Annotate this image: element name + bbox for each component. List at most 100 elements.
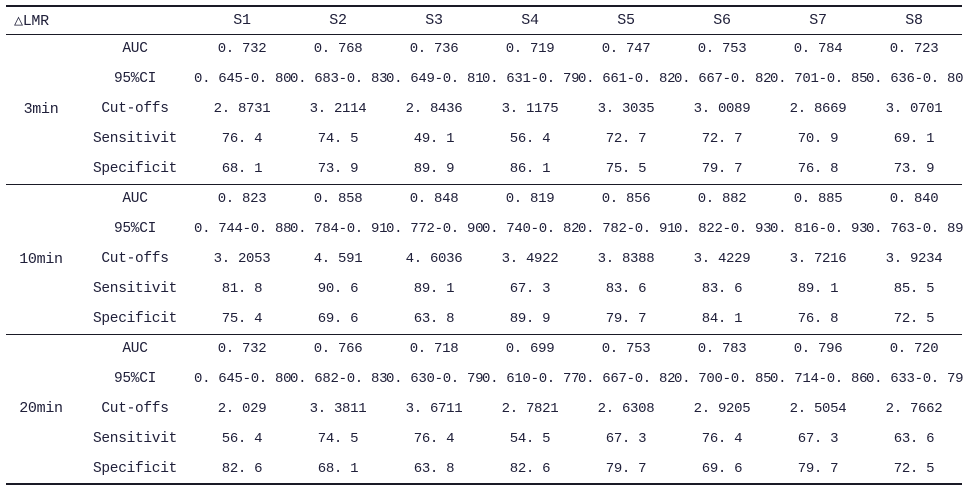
cell-10min-sensitivit-s8: 85. 5 [893, 281, 935, 297]
table-row: 3min AUC 0. 732 0. 768 0. 736 0. 719 0. 747 0. … [6, 34, 962, 117]
cell-10min-sensitivit-s4: 67. 3 [509, 281, 551, 297]
table-row: 10min AUC 0. 823 0. 858 0. 848 0. 819 0. 856 0.… [6, 184, 962, 267]
table-row: 95%CI 0. 645-0. 80 0. 683-0. 83 0. 649-0. 8… [6, 64, 964, 94]
cell-10min-auc-s4: 0. 819 [505, 191, 555, 208]
cell-3min-95ci-s8: 0. 636-0. 80 [866, 71, 964, 87]
metric-label-specificit: Specificit [92, 310, 177, 327]
cell-20min-sensitivit-s2: 74. 5 [317, 431, 359, 447]
table-row: 95%CI 0. 645-0. 80 0. 682-0. 83 0. 630-0. 7… [6, 364, 964, 394]
cell-10min-auc-s5: 0. 856 [601, 191, 651, 208]
cell-3min-specificit-s3: 89. 9 [413, 160, 455, 177]
cell-20min-auc-s8: 0. 720 [889, 341, 939, 358]
cell-10min-95ci-s5: 0. 782-0. 91 [578, 221, 676, 237]
cell-10min-95ci-s4: 0. 740-0. 82 [482, 221, 580, 237]
metric-label-cutoffs: Cut-offs [101, 101, 169, 117]
cell-3min-specificit-s2: 73. 9 [317, 160, 359, 177]
cell-20min-auc-s5: 0. 753 [601, 341, 651, 358]
cell-10min-95ci-s6: 0. 822-0. 93 [674, 221, 772, 237]
cell-10min-auc-s2: 0. 858 [313, 191, 363, 208]
cell-20min-cutoffs-s4: 2. 7821 [501, 401, 559, 417]
metric-label-sensitivit: Sensitivit [92, 281, 177, 297]
metric-label-auc: AUC [122, 341, 148, 358]
cell-20min-sensitivit-s6: 76. 4 [701, 431, 743, 447]
cell-3min-auc-s6: 0. 753 [697, 41, 747, 58]
metric-label-cutoffs: Cut-offs [101, 401, 169, 417]
cell-20min-sensitivit-s7: 67. 3 [797, 431, 839, 447]
cell-20min-auc-s7: 0. 796 [793, 341, 843, 358]
cell-3min-cutoffs-s8: 3. 0701 [885, 101, 943, 117]
cell-20min-cutoffs-s3: 3. 6711 [405, 401, 463, 417]
cell-20min-cutoffs-s6: 2. 9205 [693, 401, 751, 417]
group-label-3min: 3min [23, 100, 59, 118]
cell-3min-95ci-s2: 0. 683-0. 83 [290, 71, 388, 87]
group-label-10min: 10min [19, 250, 63, 268]
results-table: △LMR S1 S2 S3 S4 S5 S6 S7 S8 3min AUC 0. 7… [6, 5, 964, 485]
cell-10min-95ci-s7: 0. 816-0. 93 [770, 221, 868, 237]
cell-3min-95ci-s6: 0. 667-0. 82 [674, 71, 772, 87]
cell-3min-cutoffs-s7: 2. 8669 [789, 101, 847, 117]
cell-3min-auc-s8: 0. 723 [889, 41, 939, 58]
cell-10min-95ci-s1: 0. 744-0. 88 [194, 221, 292, 237]
cell-3min-95ci-s1: 0. 645-0. 80 [194, 71, 292, 87]
cell-20min-auc-s1: 0. 732 [217, 341, 267, 358]
cell-20min-95ci-s4: 0. 610-0. 77 [482, 371, 580, 387]
cell-3min-sensitivit-s4: 56. 4 [509, 131, 551, 147]
col-header-s5: S5 [617, 11, 635, 29]
cell-20min-specificit-s4: 82. 6 [509, 460, 551, 477]
col-header-s4: S4 [521, 11, 539, 29]
cell-10min-specificit-s7: 76. 8 [797, 310, 839, 327]
cell-20min-cutoffs-s1: 2. 029 [217, 401, 267, 417]
metric-label-95ci: 95%CI [113, 371, 156, 387]
cell-10min-specificit-s5: 79. 7 [605, 310, 647, 327]
corner-label-delta-lmr: △LMR [14, 12, 49, 30]
cell-10min-sensitivit-s3: 89. 1 [413, 281, 455, 297]
cell-20min-sensitivit-s4: 54. 5 [509, 431, 551, 447]
table-row: 20min AUC 0. 732 0. 766 0. 718 0. 699 0. 753 0.… [6, 334, 962, 417]
cell-3min-cutoffs-s6: 3. 0089 [693, 101, 751, 117]
cell-3min-specificit-s8: 73. 9 [893, 160, 935, 177]
table-row: Specificit 82. 6 68. 1 63. 8 82. 6 79. 7 69. 6… [6, 454, 962, 484]
cell-10min-sensitivit-s5: 83. 6 [605, 281, 647, 297]
cell-10min-sensitivit-s1: 81. 8 [221, 281, 263, 297]
cell-10min-95ci-s2: 0. 784-0. 91 [290, 221, 388, 237]
cell-10min-specificit-s8: 72. 5 [893, 310, 935, 327]
cell-3min-auc-s7: 0. 784 [793, 41, 843, 58]
table-row: Sensitivit 56. 4 74. 5 76. 4 54. 5 67. 3 76. 4… [6, 424, 962, 454]
cell-3min-cutoffs-s3: 2. 8436 [405, 101, 463, 117]
cell-10min-specificit-s6: 84. 1 [701, 310, 743, 327]
table-row: Cut-offs 2. 8731 3. 2114 2. 8436 3. 1175 3. 3… [6, 94, 962, 124]
cell-10min-auc-s7: 0. 885 [793, 191, 843, 208]
cell-20min-sensitivit-s3: 76. 4 [413, 431, 455, 447]
cell-20min-auc-s3: 0. 718 [409, 341, 459, 358]
cell-20min-cutoffs-s7: 2. 5054 [789, 401, 847, 417]
cell-20min-specificit-s8: 72. 5 [893, 460, 935, 477]
cell-3min-cutoffs-s1: 2. 8731 [213, 101, 271, 117]
cell-10min-cutoffs-s3: 4. 6036 [405, 251, 463, 267]
cell-3min-95ci-s5: 0. 661-0. 82 [578, 71, 676, 87]
metric-label-95ci: 95%CI [113, 71, 156, 87]
cell-20min-95ci-s2: 0. 682-0. 83 [290, 371, 388, 387]
cell-3min-specificit-s6: 79. 7 [701, 160, 743, 177]
cell-20min-auc-s4: 0. 699 [505, 341, 555, 358]
cell-10min-auc-s6: 0. 882 [697, 191, 747, 208]
cell-20min-auc-s2: 0. 766 [313, 341, 363, 358]
cell-20min-95ci-s1: 0. 645-0. 80 [194, 371, 292, 387]
table-row: Specificit 75. 4 69. 6 63. 8 89. 9 79. 7 84. 1… [6, 304, 962, 334]
cell-3min-auc-s1: 0. 732 [217, 41, 267, 58]
metric-label-sensitivit: Sensitivit [92, 431, 177, 447]
cell-3min-sensitivit-s3: 49. 1 [413, 131, 455, 147]
cell-20min-sensitivit-s1: 56. 4 [221, 431, 263, 447]
table-row: Sensitivit 81. 8 90. 6 89. 1 67. 3 83. 6 83. 6… [6, 274, 962, 304]
group-label-20min: 20min [19, 400, 63, 418]
cell-3min-cutoffs-s5: 3. 3035 [597, 101, 655, 117]
metric-label-auc: AUC [122, 41, 148, 58]
group-10min: 10min AUC 0. 823 0. 858 0. 848 0. 819 0. 856 0.… [6, 184, 964, 334]
cell-10min-sensitivit-s7: 89. 1 [797, 281, 839, 297]
cell-3min-95ci-s7: 0. 701-0. 85 [770, 71, 868, 87]
cell-20min-cutoffs-s2: 3. 3811 [309, 401, 367, 417]
table-row: Cut-offs 2. 029 3. 3811 3. 6711 2. 7821 2. 63… [6, 394, 962, 424]
cell-3min-specificit-s1: 68. 1 [221, 160, 263, 177]
table-row: Specificit 68. 1 73. 9 89. 9 86. 1 75. 5 79. 7… [6, 154, 962, 184]
metric-label-cutoffs: Cut-offs [101, 251, 169, 267]
cell-20min-sensitivit-s8: 63. 6 [893, 431, 935, 447]
